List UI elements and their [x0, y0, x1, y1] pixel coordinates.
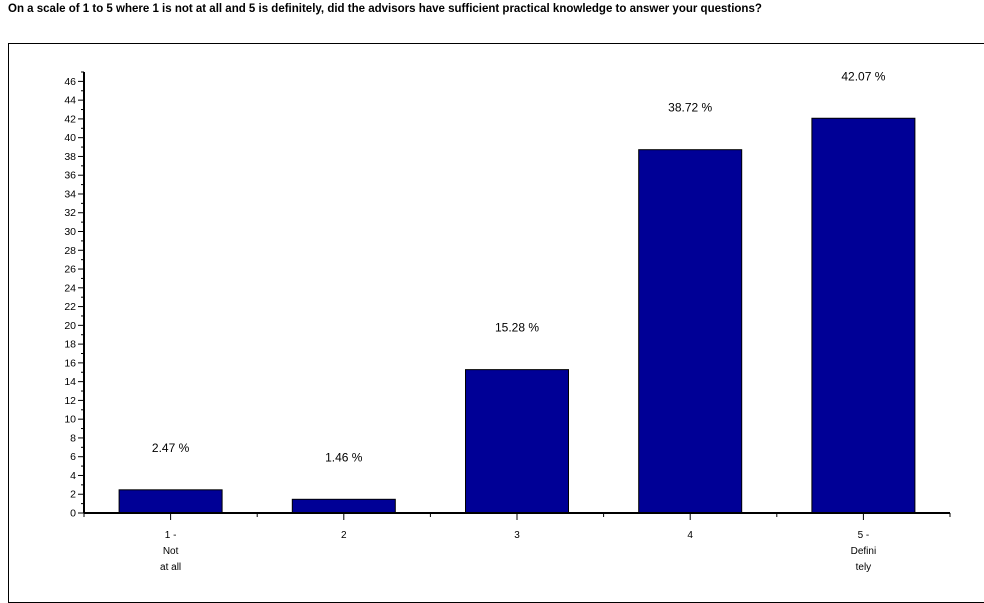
y-tick-label: 22	[64, 301, 76, 313]
y-tick-label: 42	[64, 113, 76, 125]
y-tick-label: 32	[64, 207, 76, 219]
y-tick-label: 8	[70, 432, 76, 444]
y-tick-label: 24	[64, 282, 76, 294]
x-tick-label: 3	[514, 530, 520, 541]
y-tick-label: 20	[64, 320, 76, 332]
y-tick-label: 14	[64, 376, 76, 388]
bar	[811, 117, 916, 514]
bar	[465, 369, 569, 514]
x-tick-label: 5 -	[858, 530, 870, 541]
y-tick-label: 16	[64, 357, 76, 369]
x-tick-label: 1 -	[165, 530, 177, 541]
x-tick-label: 2	[341, 530, 347, 541]
y-tick-label: 40	[64, 132, 76, 144]
bar	[638, 149, 743, 514]
y-tick-label: 2	[70, 489, 76, 501]
value-label: 2.47 %	[152, 441, 190, 455]
chart-title: On a scale of 1 to 5 where 1 is not at a…	[8, 3, 762, 15]
y-tick-label: 38	[64, 151, 76, 163]
y-tick-label: 6	[70, 451, 76, 463]
value-label: 1.46 %	[325, 450, 363, 464]
x-tick-label: at all	[160, 562, 181, 573]
value-label: 42.07 %	[841, 69, 885, 83]
y-tick-label: 18	[64, 339, 76, 351]
y-tick-label: 36	[64, 170, 76, 182]
y-tick-label: 30	[64, 226, 76, 238]
value-label: 15.28 %	[495, 321, 539, 335]
x-tick-label: Defini	[851, 546, 877, 557]
bar	[291, 498, 396, 514]
bar	[118, 489, 223, 514]
x-tick-label: tely	[856, 562, 872, 573]
y-tick-label: 46	[64, 76, 76, 88]
y-tick-label: 34	[64, 188, 76, 200]
y-tick-label: 10	[64, 414, 76, 426]
y-tick-label: 12	[64, 395, 76, 407]
y-tick-label: 4	[70, 470, 76, 482]
x-tick-label: Not	[163, 546, 179, 557]
y-tick-label: 28	[64, 245, 76, 257]
x-tick-label: 4	[687, 530, 693, 541]
y-tick-label: 44	[64, 95, 76, 107]
y-tick-label: 0	[70, 508, 76, 520]
value-label: 38.72 %	[668, 101, 712, 115]
y-tick-label: 26	[64, 264, 76, 276]
